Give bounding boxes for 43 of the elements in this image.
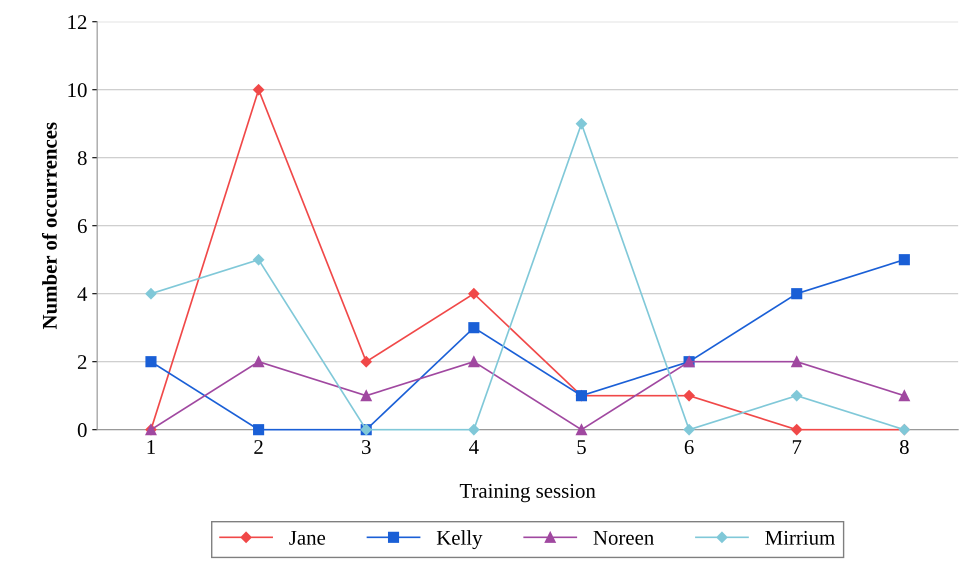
y-tick-label: 10 [68, 83, 87, 98]
y-tick-label: 0 [78, 423, 87, 438]
point [791, 390, 802, 402]
y-tick-label: 12 [68, 15, 86, 29]
point [898, 390, 910, 402]
point [252, 84, 264, 96]
x-tick-label: 1 [148, 440, 155, 454]
x-axis-title: Training session [460, 484, 596, 502]
legend-label: Kelly [436, 530, 482, 550]
x-tick-label: 4 [469, 440, 479, 454]
point [791, 356, 802, 368]
point [898, 254, 910, 266]
x-tick-label: 7 [792, 440, 802, 454]
point [252, 254, 264, 266]
legend-label: Jane [289, 530, 326, 545]
point [145, 288, 157, 300]
y-axis-title: Number of occurrences [42, 122, 57, 330]
y-tick-label: 8 [78, 151, 87, 166]
point [576, 118, 588, 130]
point [360, 356, 372, 368]
point [468, 322, 480, 334]
legend-label: Noreen [594, 530, 654, 545]
point [791, 288, 802, 300]
x-tick-label: 2 [254, 440, 263, 454]
point [360, 390, 372, 402]
x-tick-label: 8 [900, 440, 909, 454]
y-tick-label: 2 [78, 355, 86, 369]
point [791, 424, 802, 436]
x-tick-label: 5 [577, 440, 586, 454]
point [683, 390, 695, 402]
point [576, 424, 588, 436]
y-tick-label: 6 [78, 219, 87, 234]
x-tick-label: 3 [362, 440, 371, 454]
y-tick-label: 4 [77, 287, 88, 301]
point [468, 424, 480, 436]
point [253, 356, 264, 368]
legend-label: Mirrium [765, 530, 835, 545]
point [468, 356, 480, 368]
point [145, 356, 157, 368]
x-tick-label: 6 [684, 440, 694, 454]
point [468, 288, 480, 300]
point [683, 424, 695, 436]
point [253, 424, 264, 436]
